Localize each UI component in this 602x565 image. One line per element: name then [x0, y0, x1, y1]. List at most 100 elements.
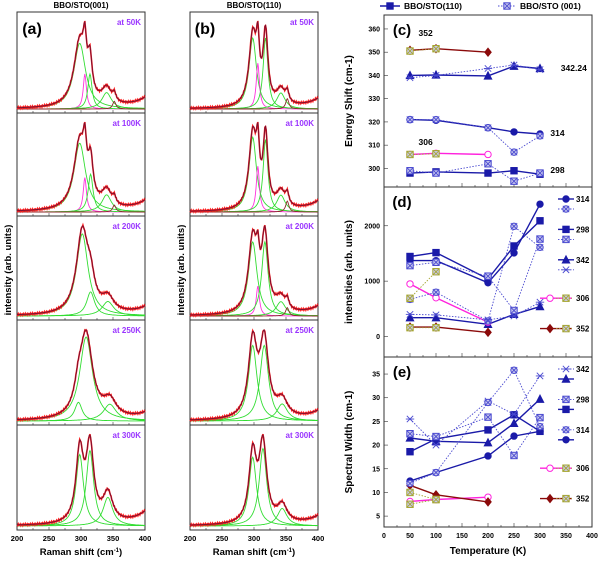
marker-circle: [510, 249, 518, 257]
mode-annotation: 342.24: [561, 63, 587, 73]
panel-letter: (a): [22, 21, 42, 38]
x-tick-label: 200: [482, 533, 494, 540]
marker-cross: [432, 150, 440, 158]
series-001-352: [406, 488, 440, 504]
panel-title: BBO/STO(110): [227, 1, 282, 10]
x-tick-label: 200: [11, 534, 24, 543]
fit-component-green: [17, 496, 145, 527]
marker-cross: [406, 47, 414, 55]
temperature-label: at 300K: [286, 431, 315, 440]
y-axis-label: Energy Shift (cm-1): [344, 55, 355, 147]
marker-cross: [562, 325, 570, 333]
legend-entry-314: [558, 426, 574, 444]
marker-cross: [536, 414, 544, 422]
x-tick-label: 400: [586, 533, 598, 540]
marker-cross: [503, 2, 511, 10]
fit-total-curve: [16, 329, 146, 421]
y-tick-label: 10: [372, 490, 380, 497]
series-001-314: [406, 115, 544, 156]
marker-cross: [536, 132, 544, 140]
series-line: [409, 47, 489, 53]
panel-letter: (e): [393, 364, 411, 381]
series-line: [409, 499, 437, 505]
fit-component-green: [190, 136, 318, 213]
marker-circle: [484, 150, 492, 159]
fit-component-green: [190, 344, 318, 421]
x-tick-label: 200: [184, 534, 197, 543]
marker-triangle: [561, 254, 571, 264]
panel-letter: (b): [195, 21, 215, 38]
marker-square: [484, 426, 492, 434]
legend-label: 306: [576, 294, 590, 303]
marker-cross: [484, 398, 492, 406]
marker-square: [510, 167, 518, 175]
marker-cross: [510, 177, 518, 185]
x-tick-label: 50: [406, 533, 414, 540]
marker-triangle: [405, 312, 415, 322]
y-axis-label: intensity (arb. units): [176, 225, 187, 316]
marker-cross: [536, 169, 544, 177]
fit-component-green: [190, 344, 318, 422]
y-axis-label: intensity (arb. units): [3, 225, 14, 316]
fit-component-brown: [17, 100, 145, 110]
marker-circle: [546, 294, 554, 302]
legend-label: 342: [576, 256, 590, 265]
mode-annotation: 306: [419, 137, 433, 147]
fit-total-curve: [190, 224, 319, 316]
series-110-306: [406, 280, 492, 326]
fit-total-curve: [17, 434, 146, 526]
y-tick-label: 350: [368, 50, 380, 57]
series-001-298: [406, 235, 544, 315]
marker-triangle: [483, 437, 493, 447]
y-tick-label: 330: [368, 96, 380, 103]
panel-title: BBO/STO(001): [54, 1, 109, 10]
y-tick-label: 2000: [364, 223, 380, 230]
series-line: [409, 225, 541, 322]
legend: [380, 2, 516, 10]
marker-cross: [484, 272, 492, 280]
marker-cross: [432, 433, 440, 441]
mode-annotation: 352: [419, 28, 433, 38]
marker-square: [510, 242, 518, 250]
marker-triangle: [509, 61, 519, 70]
marker-square: [536, 217, 544, 225]
marker-circle: [536, 200, 544, 208]
marker-cross: [510, 222, 518, 230]
legend-entry-298: [558, 225, 574, 244]
y-axis-label: intensities (arb. units): [344, 220, 355, 324]
fit-total-curve: [190, 434, 319, 526]
temperature-label: at 250K: [286, 326, 315, 335]
marker-circle: [562, 195, 570, 203]
marker-diamond: [546, 323, 554, 334]
fit-component-brown: [190, 97, 318, 110]
marker-cross: [432, 45, 440, 53]
marker-square: [562, 405, 570, 414]
marker-cross: [406, 150, 414, 158]
series-110-298: [406, 167, 544, 178]
y-tick-label: 1000: [364, 279, 380, 286]
fit-component-green: [189, 456, 318, 527]
temperature-label: at 100K: [113, 119, 142, 128]
marker-cross: [406, 488, 414, 496]
series-line: [409, 48, 437, 52]
legend-label: 298: [576, 395, 590, 404]
marker-cross: [432, 469, 440, 477]
fit-component-brown: [190, 200, 318, 213]
marker-cross: [562, 205, 570, 213]
y-tick-label: 360: [368, 26, 380, 33]
series-line: [410, 203, 541, 284]
marker-cross: [484, 124, 492, 132]
legend-label: 314: [576, 195, 590, 204]
subpanel-frame: [189, 424, 319, 531]
legend-entry-306: [540, 464, 572, 472]
x-tick-label: 300: [75, 534, 88, 543]
marker-cross: [484, 317, 492, 325]
series-001-314: [406, 366, 544, 488]
fit-component-green: [190, 447, 318, 527]
y-tick-label: 5: [376, 514, 380, 521]
x-tick-label: 350: [560, 533, 572, 540]
paren: ): [119, 547, 122, 558]
subpanel-frame: [16, 112, 146, 217]
legend-label: 352: [576, 325, 590, 334]
